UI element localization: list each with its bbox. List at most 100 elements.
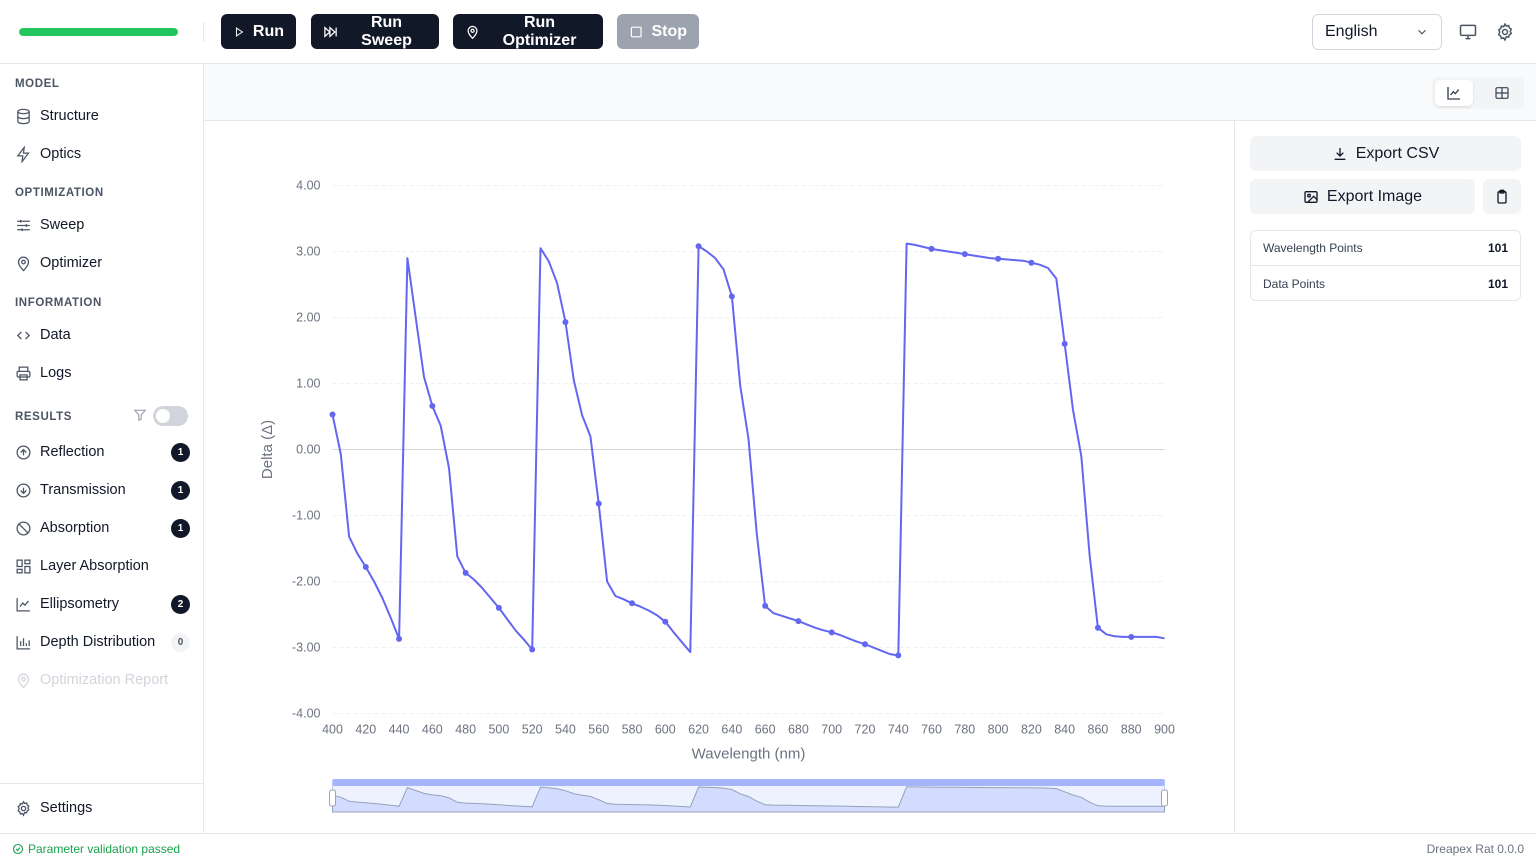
section-information: INFORMATION	[15, 297, 102, 309]
fast-forward-icon	[324, 25, 337, 38]
sidebar-divider	[0, 783, 203, 784]
filter-icon[interactable]	[133, 408, 147, 422]
x-tick-label: 400	[322, 723, 343, 737]
data-point	[961, 251, 968, 258]
data-point	[462, 569, 469, 576]
code-icon	[16, 331, 31, 339]
progress-bar-fill	[19, 28, 178, 36]
table-view-button[interactable]	[1483, 80, 1521, 106]
validation-status: Parameter validation passed	[12, 842, 180, 856]
printer-icon	[16, 365, 31, 381]
data-point	[529, 646, 536, 653]
y-tick-label: -1.00	[292, 509, 321, 523]
sidebar-item-data[interactable]: Data	[15, 320, 190, 350]
sidebar-item-optics[interactable]: Optics	[15, 139, 190, 169]
zoom-handle[interactable]	[329, 789, 336, 807]
sidebar-item-layer-absorption[interactable]: Layer Absorption	[15, 551, 190, 581]
arrow-up-circle-icon	[16, 444, 31, 460]
ellipsometry-chart[interactable]: 4.00 3.00 2.00 1.00 0.00 -1.00 -2.00 -3.00 -4.00…	[204, 121, 1234, 833]
sidebar-item-reflection[interactable]: Reflection 1	[15, 437, 190, 467]
x-tick-label: 780	[954, 723, 975, 737]
export-image-button[interactable]: Export Image	[1250, 179, 1475, 214]
export-csv-button[interactable]: Export CSV	[1250, 136, 1521, 171]
language-select-value: English	[1325, 23, 1378, 40]
x-tick-label: 580	[622, 723, 643, 737]
line-chart-icon	[16, 597, 30, 612]
run-optimizer-button[interactable]: Run Optimizer	[453, 14, 603, 49]
data-point	[595, 500, 602, 507]
y-tick-label: 3.00	[296, 245, 320, 259]
sidebar-item-optimization-report[interactable]: Optimization Report	[15, 665, 190, 695]
x-tick-label: 720	[855, 723, 876, 737]
data-point	[1061, 340, 1068, 347]
zoom-handle[interactable]	[1161, 789, 1168, 807]
language-select[interactable]: English	[1312, 14, 1442, 50]
data-point	[728, 293, 735, 300]
sidebar-item-transmission[interactable]: Transmission 1	[15, 475, 190, 505]
sidebar-item-depth-distribution[interactable]: Depth Distribution 0	[15, 627, 190, 657]
gear-icon[interactable]	[1495, 22, 1515, 42]
y-tick-label: 2.00	[296, 311, 320, 325]
x-tick-label: 440	[389, 723, 410, 737]
x-tick-label: 420	[355, 723, 376, 737]
run-sweep-button[interactable]: Run Sweep	[311, 14, 439, 49]
x-tick-label: 480	[455, 723, 476, 737]
y-tick-label: 1.00	[296, 377, 320, 391]
status-bar: Parameter validation passed Dreapex Rat …	[0, 833, 1536, 864]
map-pin-icon	[17, 256, 30, 271]
download-icon	[1334, 147, 1346, 160]
data-point	[861, 641, 868, 648]
x-tick-label: 660	[755, 723, 776, 737]
y-tick-label: -3.00	[292, 641, 321, 655]
data-point	[662, 618, 669, 625]
section-results: RESULTS	[15, 411, 73, 423]
x-axis-label: Wavelength (nm)	[692, 746, 806, 763]
data-point	[995, 255, 1002, 262]
clipboard-icon	[1497, 189, 1507, 204]
zoom-slider-bar[interactable]	[332, 779, 1165, 786]
copy-clipboard-button[interactable]	[1483, 179, 1521, 214]
table-icon	[1495, 87, 1509, 99]
x-tick-label: 640	[721, 723, 742, 737]
x-tick-label: 680	[788, 723, 809, 737]
gear-icon	[17, 800, 30, 817]
data-point	[562, 319, 569, 326]
stop-button[interactable]: Stop	[617, 14, 699, 49]
sliders-icon	[17, 219, 30, 231]
x-tick-label: 800	[988, 723, 1009, 737]
stats-table: Wavelength Points 101 Data Points 101	[1250, 230, 1521, 301]
data-point	[762, 602, 769, 609]
arrow-down-circle-icon	[16, 482, 31, 498]
sidebar-item-structure[interactable]: Structure	[15, 101, 190, 131]
count-badge: 2	[171, 594, 190, 614]
chart-view-button[interactable]	[1435, 80, 1473, 106]
y-tick-label: -2.00	[292, 575, 321, 589]
y-axis-label: Delta (Δ)	[259, 420, 276, 479]
x-tick-label: 840	[1054, 723, 1075, 737]
x-tick-label: 880	[1121, 723, 1142, 737]
square-icon	[630, 26, 642, 37]
stat-row: Wavelength Points 101	[1251, 231, 1520, 266]
data-point	[1128, 633, 1135, 640]
stat-label: Data Points	[1263, 276, 1326, 291]
sidebar-item-absorption[interactable]: Absorption 1	[15, 513, 190, 543]
monitor-icon[interactable]	[1458, 22, 1478, 42]
run-button[interactable]: Run	[221, 14, 296, 49]
sidebar-item-optimizer[interactable]: Optimizer	[15, 248, 190, 278]
sidebar-item-logs[interactable]: Logs	[15, 358, 190, 388]
x-tick-label: 740	[888, 723, 909, 737]
sidebar-item-ellipsometry[interactable]: Ellipsometry 2	[15, 589, 190, 619]
data-point	[329, 411, 336, 418]
image-icon	[1304, 190, 1318, 203]
x-tick-label: 760	[921, 723, 942, 737]
stat-row: Data Points 101	[1251, 266, 1520, 301]
data-point	[828, 629, 835, 636]
y-tick-label: 0.00	[296, 443, 320, 457]
count-badge: 1	[171, 480, 190, 500]
x-tick-label: 600	[655, 723, 676, 737]
sidebar-item-sweep[interactable]: Sweep	[15, 210, 190, 240]
results-filter-toggle[interactable]	[153, 406, 188, 426]
sidebar-item-settings[interactable]: Settings	[15, 793, 190, 823]
count-badge: 0	[171, 632, 190, 652]
count-badge: 1	[171, 518, 190, 538]
